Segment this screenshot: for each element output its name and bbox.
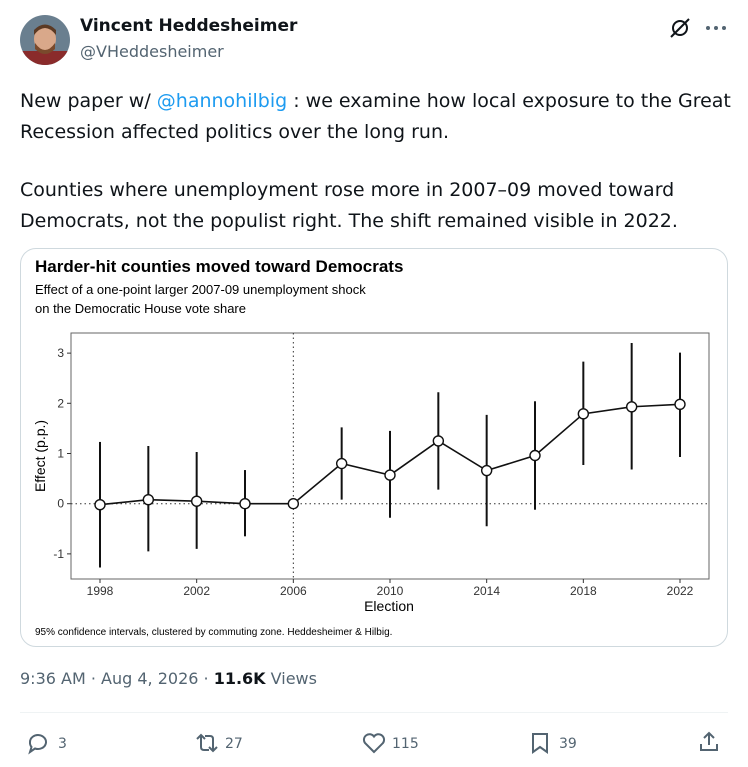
divider (20, 712, 728, 713)
y-tick-label: 1 (57, 446, 64, 460)
author-handle[interactable]: @VHeddesheimer (80, 42, 224, 61)
x-tick-label: 2022 (667, 584, 694, 598)
text: New paper w/ (20, 90, 157, 112)
chart: Harder-hit counties moved toward Democra… (32, 257, 710, 638)
point (625, 401, 638, 413)
like-icon[interactable] (361, 731, 387, 755)
bookmark-icon[interactable] (529, 731, 551, 755)
y-tick-label: 3 (57, 346, 64, 360)
x-tick-label: 2006 (280, 584, 307, 598)
y-tick-label: 0 (57, 497, 64, 511)
grok-icon[interactable] (668, 16, 692, 40)
paragraph: Counties where unemployment rose more in… (20, 179, 678, 232)
bookmark-count: 39 (559, 736, 577, 752)
y-axis-label: Effect (p.p.) (32, 420, 48, 492)
avatar[interactable] (20, 15, 70, 65)
more-icon[interactable] (704, 18, 728, 38)
share-icon[interactable] (697, 730, 721, 754)
chart-subtitle: Effect of a one-point larger 2007-09 une… (35, 282, 366, 297)
timestamp-line: 9:36 AM · Aug 4, 2026 · 11.6K Views (20, 669, 317, 688)
point (239, 497, 251, 510)
repost-count: 27 (225, 736, 243, 752)
reply-count: 3 (58, 736, 67, 752)
point (190, 495, 203, 507)
x-tick-label: 2002 (183, 584, 210, 598)
text: : we examine how local exposure to the G… (20, 90, 731, 143)
y-tick-label: -1 (53, 547, 64, 561)
paragraph: New paper w/ @hannohilbig : we examine h… (20, 86, 732, 148)
x-tick-label: 2010 (377, 584, 404, 598)
y-tick-label: 2 (57, 396, 64, 410)
repost-icon[interactable] (193, 731, 221, 755)
x-axis-label: Election (364, 598, 414, 614)
x-tick-label: 1998 (87, 584, 114, 598)
tweet-text: New paper w/ @hannohilbig : we examine h… (20, 86, 732, 264)
point (674, 398, 686, 410)
footnote: 95% confidence intervals, clustered by c… (35, 627, 392, 638)
chart-title: Harder-hit counties moved toward Democra… (35, 257, 403, 276)
point (384, 469, 396, 481)
chart-subtitle: on the Democratic House vote share (35, 301, 246, 316)
point (480, 464, 493, 477)
point (432, 435, 445, 447)
point (577, 408, 590, 420)
point (287, 497, 300, 510)
point (94, 498, 106, 511)
x-tick-label: 2014 (473, 584, 500, 598)
mention[interactable]: @hannohilbig (156, 90, 288, 112)
author-name[interactable]: Vincent Heddesheimer (80, 16, 298, 36)
point (529, 449, 541, 462)
image-card[interactable]: Harder-hit counties moved toward Democra… (20, 248, 728, 647)
views-label: Views (270, 669, 317, 688)
views-count: 11.6K (213, 669, 266, 688)
timestamp[interactable]: 9:36 AM · Aug 4, 2026 · (20, 669, 209, 688)
x-tick-label: 2018 (570, 584, 597, 598)
point (142, 493, 155, 506)
like-count: 115 (392, 736, 419, 752)
point (335, 457, 348, 470)
reply-icon[interactable] (26, 731, 50, 755)
